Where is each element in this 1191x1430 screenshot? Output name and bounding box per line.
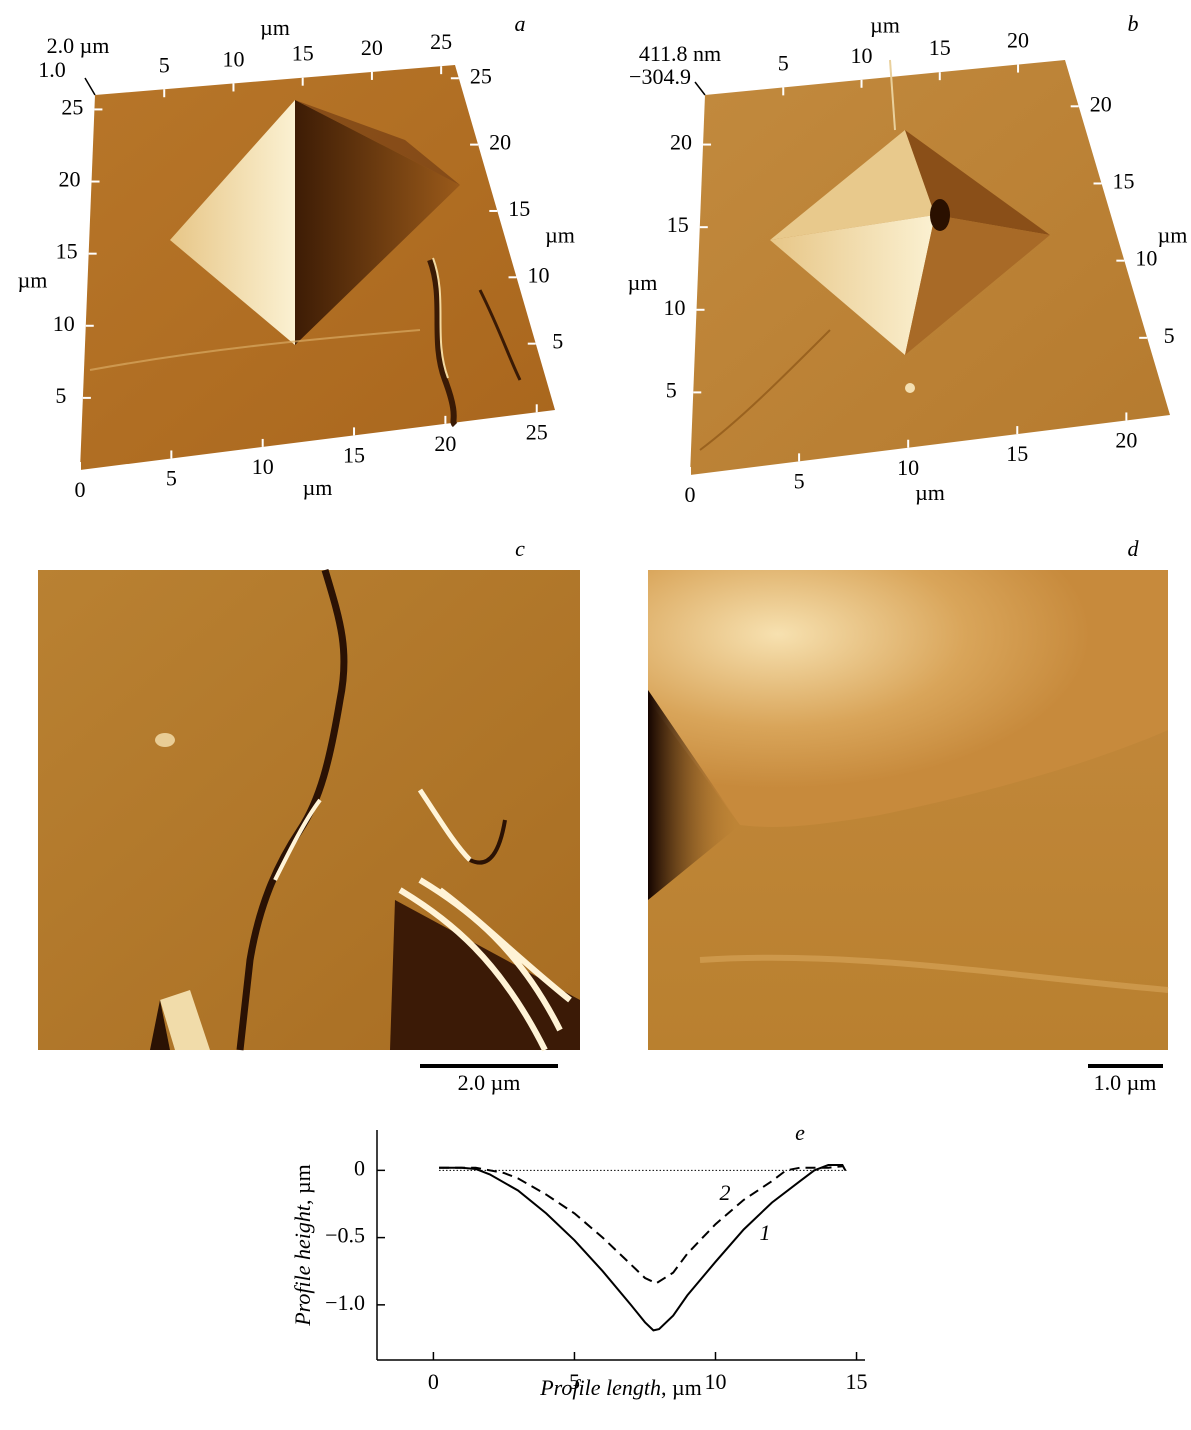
panel-label: c: [515, 536, 525, 561]
afm-image-b: [690, 59, 1170, 475]
tick-label: 15: [667, 212, 689, 237]
afm-image-a: [80, 65, 555, 470]
tick-label: 10: [53, 311, 75, 336]
panel-label: b: [1128, 11, 1139, 36]
tick-label: 0: [75, 477, 86, 502]
x-tick-label: 15: [846, 1369, 868, 1394]
tick-label: 25: [61, 94, 83, 119]
tick-label: 20: [670, 130, 692, 155]
axis-unit: µm: [260, 15, 290, 40]
axis-unit: µm: [303, 475, 333, 500]
tick-label: 20: [361, 35, 383, 60]
z-min-label: 1.0: [38, 57, 66, 82]
scale-bar-label: 1.0 µm: [1094, 1070, 1157, 1095]
afm-image-c: [38, 568, 580, 1052]
tick-label: 5: [55, 383, 66, 408]
tick-label: 5: [159, 52, 170, 77]
panel-label: d: [1128, 536, 1140, 561]
y-axis-title-sep: ,: [290, 1194, 315, 1205]
tick-label: 15: [508, 196, 530, 221]
panel-label: e: [795, 1120, 805, 1145]
scale-bar-label: 2.0 µm: [458, 1070, 521, 1095]
z-max-label: 2.0 µm: [47, 33, 110, 58]
tick-label: 0: [685, 482, 696, 507]
tick-label: 20: [1115, 428, 1137, 453]
x-axis-unit: µm: [672, 1375, 702, 1400]
tick-label: 5: [166, 466, 177, 491]
tick-label: 10: [1135, 246, 1157, 271]
z-scale-pointer: [694, 81, 706, 96]
z-max-label: 411.8 nm: [639, 41, 721, 66]
tick-label: 15: [292, 41, 314, 66]
z-scale-pointer: [84, 77, 96, 96]
tick-label: 15: [929, 35, 951, 60]
profile-line: [439, 1164, 847, 1332]
axis-unit: µm: [870, 13, 900, 38]
tick-label: 5: [778, 50, 789, 75]
tick-label: 5: [1164, 323, 1175, 348]
tick-label: 20: [59, 167, 81, 192]
x-tick-label: 5: [569, 1369, 580, 1394]
y-tick-label: −0.5: [325, 1223, 365, 1248]
curve-label: 2: [720, 1180, 731, 1205]
tick-label: 10: [851, 43, 873, 68]
tick-label: 15: [1006, 441, 1028, 466]
tick-label: 10: [252, 454, 274, 479]
tick-label: 15: [343, 442, 365, 467]
profile-line: [439, 1165, 843, 1285]
afm-image-d: [648, 570, 1169, 1050]
tick-label: 20: [489, 130, 511, 155]
y-axis-unit: µm: [290, 1164, 315, 1194]
tick-label: 20: [1007, 28, 1029, 53]
tick-label: 5: [666, 377, 677, 402]
tick-label: 10: [222, 47, 244, 72]
tick-label: 10: [528, 262, 550, 287]
x-tick-label: 10: [704, 1369, 726, 1394]
axis-unit: µm: [18, 268, 48, 293]
tick-label: 5: [794, 468, 805, 493]
tick-label: 25: [526, 419, 548, 444]
x-axis-title: Profile length, µm: [539, 1375, 702, 1400]
axis-unit: µm: [1158, 223, 1188, 248]
x-axis-title-sep: ,: [661, 1375, 672, 1400]
y-tick-label: 0: [354, 1155, 365, 1180]
z-min-label: −304.9: [629, 64, 691, 89]
tick-label: 15: [56, 239, 78, 264]
axis-unit: µm: [915, 480, 945, 505]
y-axis-title: Profile height, µm: [290, 1164, 315, 1327]
axis-unit: µm: [628, 270, 658, 295]
tick-label: 25: [430, 29, 452, 54]
x-axis-title-text: Profile length: [539, 1375, 661, 1400]
axis-unit: µm: [545, 223, 575, 248]
panel-label: a: [515, 11, 526, 36]
tick-label: 25: [470, 63, 492, 88]
y-tick-label: −1.0: [325, 1290, 365, 1315]
y-axis-title-text: Profile height: [290, 1204, 315, 1327]
tick-label: 20: [1090, 91, 1112, 116]
tick-label: 10: [664, 295, 686, 320]
tick-label: 20: [434, 431, 456, 456]
x-tick-label: 0: [428, 1369, 439, 1394]
tick-label: 10: [897, 455, 919, 480]
curve-label: 1: [760, 1220, 771, 1245]
tick-label: 5: [552, 329, 563, 354]
tick-label: 15: [1113, 169, 1135, 194]
